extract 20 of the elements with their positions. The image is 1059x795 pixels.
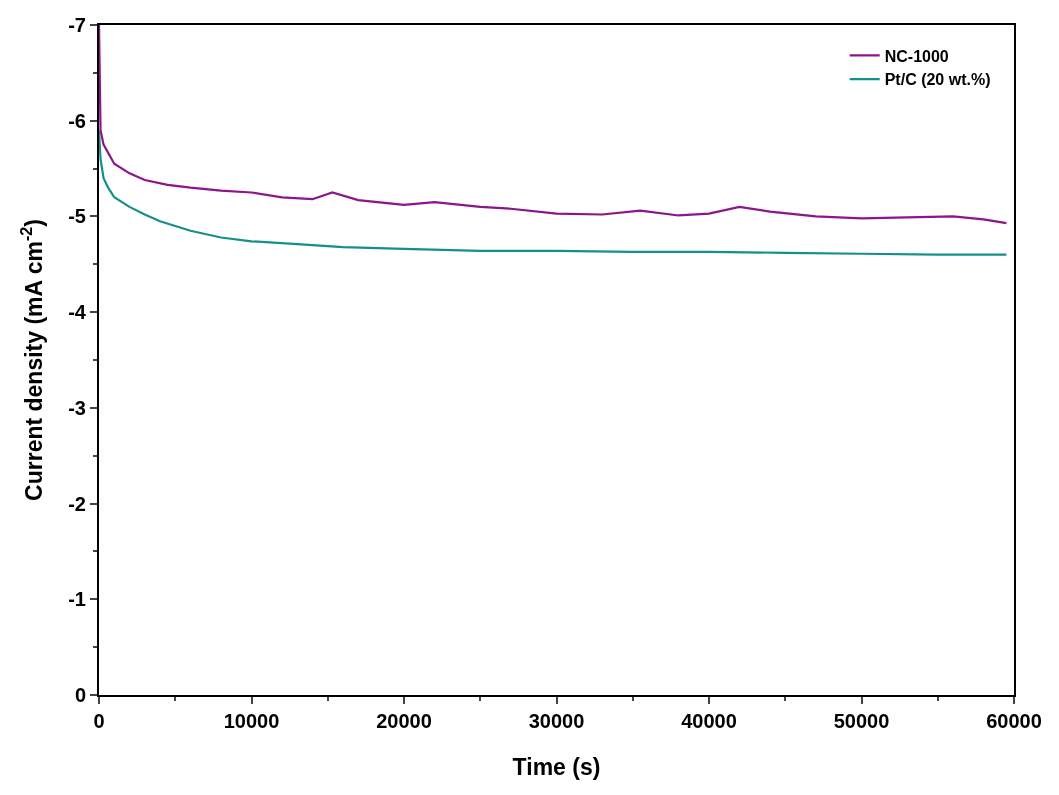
legend-label: Pt/C (20 wt.%): [884, 71, 991, 89]
x-tick-label: 10000: [223, 710, 280, 732]
x-axis-title: Time (s): [512, 754, 601, 780]
y-tick-label: -6: [68, 109, 86, 132]
line-series: [99, 25, 1008, 225]
x-tick-label: 50000: [833, 710, 890, 732]
y-tick-label: -2: [68, 492, 86, 515]
line-series: [99, 129, 1008, 256]
y-tick-label: -5: [68, 205, 86, 228]
y-tick-label: -3: [68, 396, 86, 419]
x-tick-label: 40000: [681, 710, 737, 732]
x-tick-label: 30000: [528, 710, 585, 732]
y-tick-label: -4: [68, 301, 87, 324]
x-tick-label: 0: [93, 710, 105, 732]
y-tick-label: -7: [68, 14, 86, 36]
y-tick-label: 0: [74, 684, 86, 706]
x-tick-label: 60000: [986, 710, 1042, 732]
legend-label: NC-1000: [884, 47, 949, 65]
x-tick-label: 20000: [376, 710, 432, 732]
y-tick-label: -1: [68, 588, 86, 611]
